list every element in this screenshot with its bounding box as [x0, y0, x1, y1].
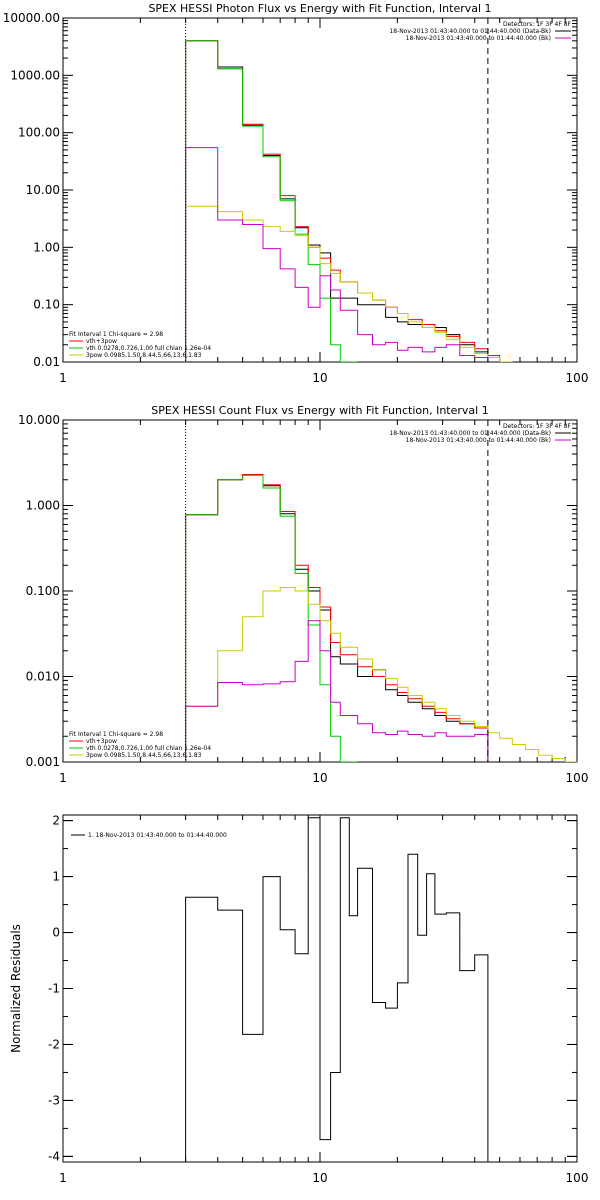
- x-tick-label: 10: [312, 371, 327, 385]
- y-tick-label: 1: [52, 870, 60, 884]
- x-tick-label: 10: [312, 771, 327, 785]
- x-tick-label: 1: [59, 771, 67, 785]
- legend-item: 3pow 0.0985,1.50,8.44,5.66,13.6,1.83: [86, 352, 202, 359]
- legend-detectors: Detectors: 1F 3F 4F 8F: [503, 423, 572, 430]
- series-line-0: [185, 40, 489, 362]
- chart-title: SPEX HESSI Photon Flux vs Energy with Fi…: [148, 2, 491, 15]
- chart-title: SPEX HESSI Count Flux vs Energy with Fit…: [151, 404, 488, 417]
- y-tick-label: 0.10: [33, 298, 60, 312]
- y-tick-label: 10000.00: [3, 11, 60, 25]
- legend-item: 18-Nov-2013 01:43:40.000 to 01:44:40.000…: [406, 437, 551, 444]
- plot-frame: [62, 17, 578, 363]
- legend-fit-header: Fit Interval 1 Chi-square = 2.98: [69, 331, 163, 338]
- legend-item: vth 0.0278,0.726,1.00 full chian 1.26e-0…: [86, 345, 211, 352]
- count-flux-panel: SPEX HESSI Count Flux vs Energy with Fit…: [18, 404, 589, 785]
- y-tick-label: 2: [52, 814, 60, 828]
- y-tick-label: 100.00: [18, 126, 60, 140]
- legend-item: 18-Nov-2013 01:43:40.000 to 01:44:40.000…: [389, 430, 551, 437]
- legend-item: 18-Nov-2013 01:43:40.000 to 01:44:40.000…: [406, 35, 551, 42]
- y-tick-label: -2: [48, 1037, 60, 1051]
- series-line-1: [185, 474, 489, 762]
- x-tick-label: 100: [566, 1171, 589, 1185]
- y-tick-label: -3: [48, 1093, 60, 1107]
- y-tick-label: 10.00: [26, 183, 60, 197]
- series-line-2: [185, 474, 359, 762]
- y-tick-label: 0.010: [26, 670, 60, 684]
- x-tick-label: 1: [59, 1171, 67, 1185]
- legend-fit-header: Fit Interval 1 Chi-square = 2.98: [69, 731, 163, 738]
- series-line-4: [185, 147, 489, 362]
- x-tick-label: 10: [312, 1171, 327, 1185]
- y-tick-label: 1.00: [33, 240, 60, 254]
- x-tick-label: 1: [59, 371, 67, 385]
- y-tick-label: 1000.00: [10, 68, 60, 82]
- legend-item: 1. 18-Nov-2013 01:43:40.000 to 01:44:40.…: [88, 832, 227, 839]
- series-line-4: [185, 620, 489, 762]
- series-line-3: [185, 205, 513, 362]
- y-tick-label: 0.001: [26, 755, 60, 769]
- series-line-2: [185, 40, 359, 362]
- legend-item: 3pow 0.0985,1.50,8.44,5.66,13.6,1.83: [86, 752, 202, 759]
- y-tick-label: 0: [52, 926, 60, 940]
- legend-item: vth+3pow: [86, 338, 117, 345]
- y-tick-label: 1.000: [26, 499, 60, 513]
- series-line-0: [185, 817, 489, 1162]
- y-tick-label: -1: [48, 982, 60, 996]
- y-axis-label: Normalized Residuals: [9, 924, 23, 1053]
- legend-item: vth 0.0278,0.726,1.00 full chian 1.26e-0…: [86, 745, 211, 752]
- y-tick-label: 10.000: [18, 413, 60, 427]
- residuals-panel: Normalized Residuals 1 10 100 -4 -3 -2 -1 0 1 2 1. …: [9, 814, 588, 1185]
- legend-item: vth+3pow: [86, 738, 117, 745]
- series-line-0: [185, 474, 489, 762]
- y-tick-label: -4: [48, 1149, 60, 1163]
- series-line-1: [185, 40, 501, 362]
- legend-item: 18-Nov-2013 01:43:40.000 to 01:44:40.000…: [389, 28, 551, 35]
- legend-detectors: Detectors: 1F 3F 4F 8F: [503, 21, 572, 28]
- y-tick-label: 0.01: [33, 355, 60, 369]
- y-tick-label: 0.100: [26, 584, 60, 598]
- photon-flux-panel: SPEX HESSI Photon Flux vs Energy with Fi…: [3, 2, 589, 385]
- x-tick-label: 100: [566, 371, 589, 385]
- series-line-3: [185, 587, 577, 762]
- x-tick-label: 100: [566, 771, 589, 785]
